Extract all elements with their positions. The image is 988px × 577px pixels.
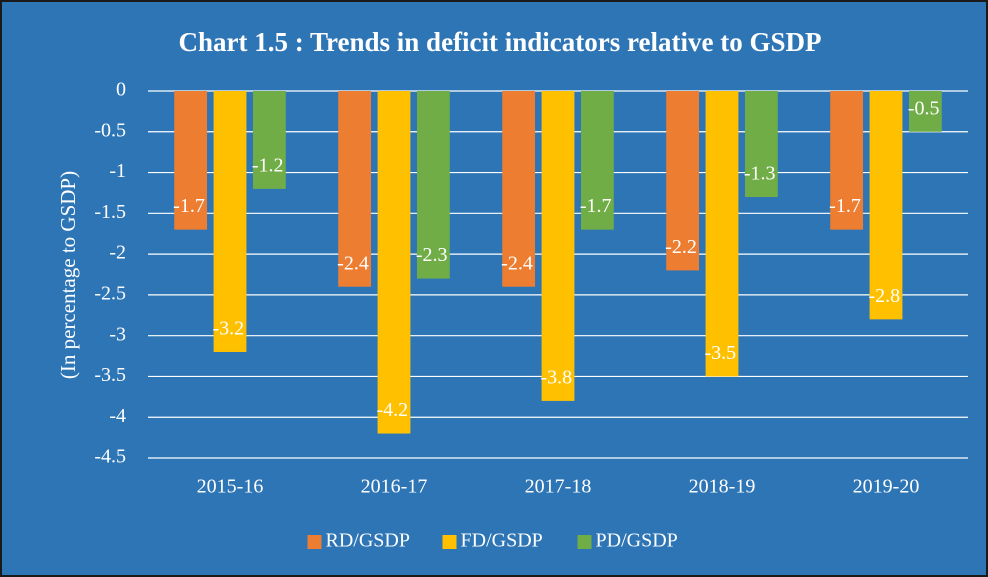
y-tick-label: -0.5 bbox=[94, 119, 126, 141]
data-label: -0.5 bbox=[908, 97, 940, 119]
bar bbox=[869, 91, 903, 320]
y-tick-label: -3 bbox=[109, 323, 126, 345]
bar bbox=[502, 91, 536, 287]
data-label: -2.4 bbox=[337, 252, 369, 274]
data-label: -2.2 bbox=[665, 236, 697, 258]
legend-swatch bbox=[307, 535, 322, 549]
bar bbox=[213, 91, 247, 352]
bar bbox=[541, 91, 575, 401]
x-tick-label: 2015-16 bbox=[197, 476, 264, 498]
data-label: -1.7 bbox=[173, 195, 205, 217]
y-tick-label: -1.5 bbox=[94, 201, 126, 223]
bar bbox=[705, 91, 739, 377]
bar bbox=[252, 91, 286, 189]
y-tick-label: -2.5 bbox=[94, 282, 126, 304]
y-tick-label: -4 bbox=[109, 405, 126, 427]
data-label: -2.3 bbox=[416, 244, 448, 266]
y-tick-label: -1 bbox=[109, 160, 126, 182]
data-label: -3.5 bbox=[705, 342, 737, 364]
data-label: -2.8 bbox=[869, 285, 901, 307]
x-tick-label: 2016-17 bbox=[361, 476, 428, 498]
data-label: -3.8 bbox=[541, 367, 573, 389]
bar bbox=[416, 91, 450, 279]
chart-title: Chart 1.5 : Trends in deficit indicators… bbox=[179, 27, 822, 57]
data-label: -1.7 bbox=[580, 195, 612, 217]
data-label: -1.3 bbox=[744, 163, 776, 185]
legend-swatch bbox=[577, 535, 592, 549]
data-label: -4.2 bbox=[377, 399, 409, 421]
legend-label: FD/GSDP bbox=[461, 530, 543, 552]
data-label: -1.7 bbox=[829, 195, 861, 217]
y-tick-label: -3.5 bbox=[94, 364, 126, 386]
legend-label: PD/GSDP bbox=[596, 530, 678, 552]
data-label: -3.2 bbox=[213, 318, 245, 340]
x-tick-label: 2017-18 bbox=[525, 476, 592, 498]
bar bbox=[908, 91, 942, 132]
bar bbox=[744, 91, 778, 198]
legend-label: RD/GSDP bbox=[326, 530, 410, 552]
bar bbox=[377, 91, 411, 434]
bar bbox=[174, 91, 208, 230]
y-axis-label: (In percentage to GSDP) bbox=[56, 171, 80, 379]
bar bbox=[580, 91, 614, 230]
legend-swatch bbox=[442, 535, 457, 549]
data-label: -2.4 bbox=[501, 252, 533, 274]
y-tick-label: 0 bbox=[116, 79, 126, 101]
bar bbox=[666, 91, 700, 271]
x-tick-label: 2018-19 bbox=[689, 476, 756, 498]
y-tick-label: -4.5 bbox=[94, 446, 126, 468]
y-tick-label: -2 bbox=[109, 242, 126, 264]
bar bbox=[338, 91, 372, 287]
x-tick-label: 2019-20 bbox=[853, 476, 920, 498]
data-label: -1.2 bbox=[252, 154, 284, 176]
bar bbox=[830, 91, 864, 230]
